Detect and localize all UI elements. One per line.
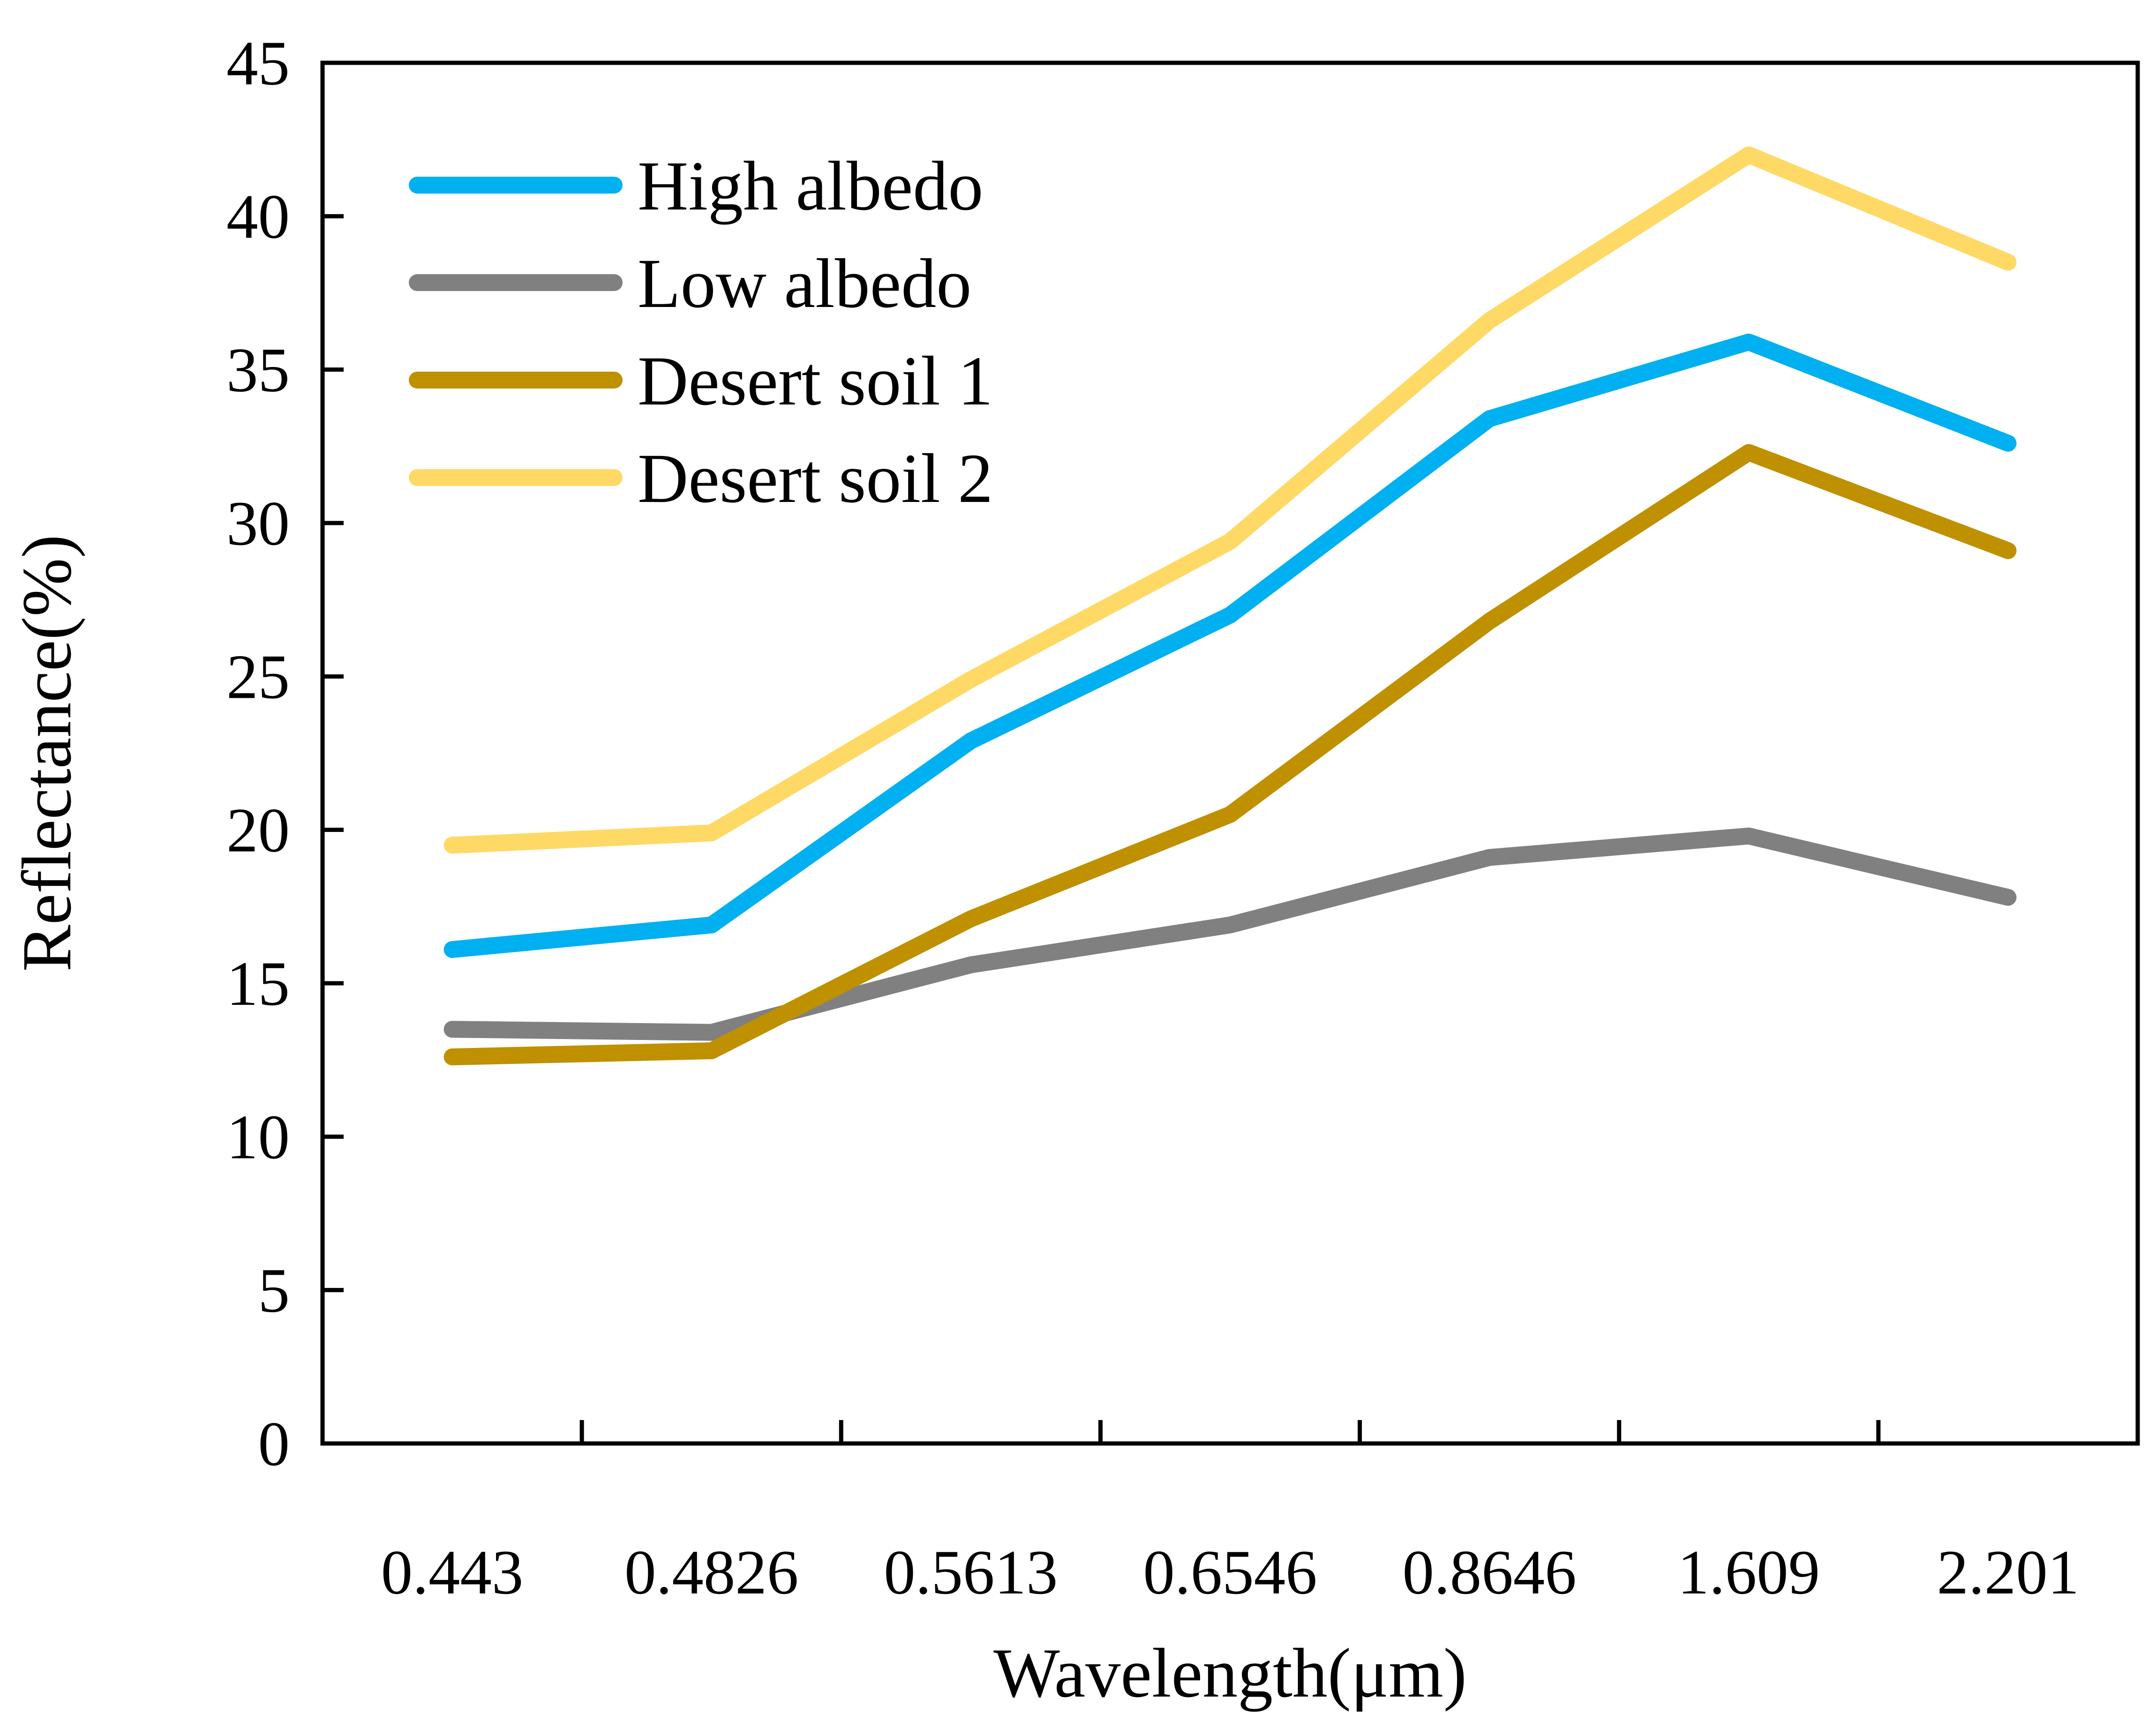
- x-tick-label: 0.6546: [1143, 1538, 1317, 1608]
- x-tick-label: 2.201: [1937, 1538, 2080, 1608]
- legend-label: Low albedo: [638, 245, 971, 322]
- series-line-low-albedo: [443, 827, 2017, 1041]
- y-tick-label: 15: [226, 949, 290, 1019]
- y-tick-label: 10: [226, 1102, 290, 1172]
- y-tick-label: 40: [226, 182, 290, 252]
- y-tick-label: 20: [226, 796, 290, 866]
- y-tick-label: 30: [226, 489, 290, 559]
- x-tick-label: 0.8646: [1403, 1538, 1577, 1608]
- y-tick-label: 25: [226, 642, 290, 712]
- legend: High albedo Low albedo Desert soil 1 Desert…: [409, 147, 993, 517]
- plot-frame: [320, 60, 2140, 1446]
- x-tick-label: 1.609: [1677, 1538, 1820, 1608]
- x-tick-label: 0.443: [381, 1538, 524, 1608]
- series-line-desert-soil-2: [443, 146, 2017, 854]
- y-tick-label: 5: [258, 1256, 290, 1326]
- y-axis-title: Reflectance(%): [8, 535, 86, 972]
- x-tick-label: 0.5613: [884, 1538, 1058, 1608]
- x-axis: 0.443 0.4826 0.5613 0.6546 0.8646 1.609 2.201: [381, 1420, 2080, 1608]
- y-tick-label: 0: [258, 1409, 290, 1479]
- legend-label: High albedo: [638, 147, 983, 225]
- y-axis: 0 5 10 15 20 25 30 35 40 45: [226, 29, 344, 1479]
- y-tick-label: 35: [226, 336, 290, 405]
- series-line-desert-soil-1: [443, 444, 2017, 1066]
- series-layer: [443, 146, 2017, 1066]
- y-tick-label: 45: [226, 29, 290, 98]
- series-line-high-albedo: [443, 333, 2017, 958]
- plot-area: [320, 60, 2140, 1446]
- legend-label: Desert soil 2: [638, 440, 993, 517]
- legend-label: Desert soil 1: [638, 342, 993, 420]
- x-axis-title: Wavelength(μm): [993, 1634, 1467, 1712]
- x-tick-label: 0.4826: [624, 1538, 798, 1608]
